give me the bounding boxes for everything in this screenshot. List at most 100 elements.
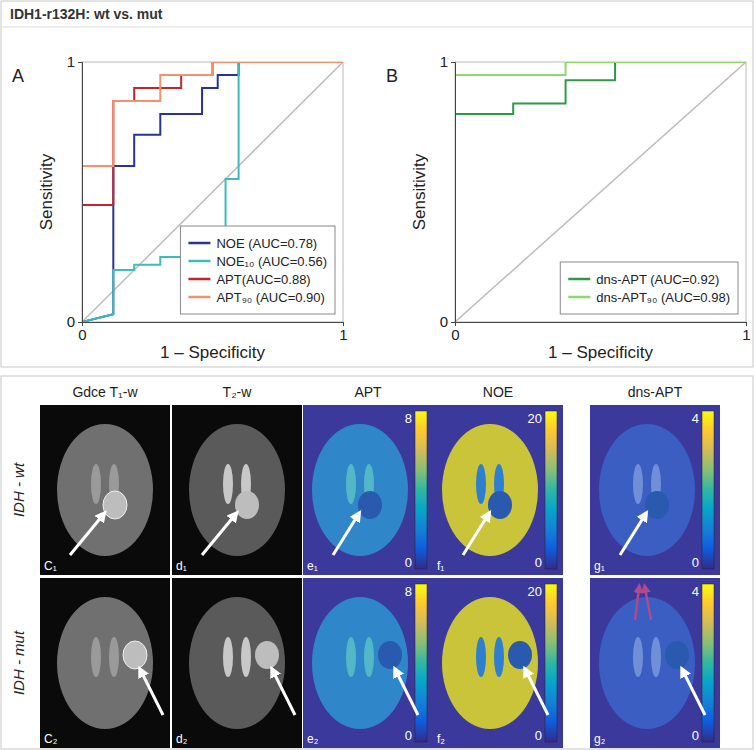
image-panel: d₁: [172, 405, 302, 575]
roc-curve: [82, 62, 343, 322]
image-panel: C₁: [40, 405, 170, 575]
ventricle-left: [476, 464, 486, 504]
image-background: [433, 405, 563, 575]
pointer-arrow: [463, 515, 488, 555]
brain-outline: [312, 597, 408, 729]
image-grid: Gdce T₁-wT₂-wAPTNOEdns-APTIDH - wtC₁d₁08…: [1, 376, 753, 749]
roc-curve: [455, 62, 746, 322]
brain-outline: [189, 597, 285, 729]
ventricle-left: [633, 464, 643, 504]
ventricle-left: [223, 637, 233, 677]
x-axis-title: 1 – Specificity: [548, 343, 653, 362]
colorbar-tick-label: 20: [528, 411, 542, 426]
y-tick-label: 1: [67, 53, 75, 70]
chart-panel: 01011 – SpecificitySensitivityBdns-APT (…: [386, 53, 751, 362]
ventricle-left: [91, 464, 101, 504]
legend-label: dns-APT (AUC=0.92): [596, 272, 719, 287]
image-background: [303, 405, 433, 575]
figure: IDH1-r132H: wt vs. mut01011 – Specificit…: [0, 0, 754, 750]
lesion: [665, 641, 689, 669]
grid: [455, 62, 746, 322]
y-axis: 01: [440, 53, 456, 330]
plot-frame: [82, 62, 343, 322]
colorbar: [545, 584, 557, 742]
image-panel: 0 8 e₁: [303, 405, 433, 575]
x-axis-line: [83, 323, 344, 327]
ventricle-right: [494, 637, 504, 677]
legend-swatch: [188, 296, 210, 299]
legend-swatch: [188, 242, 210, 245]
roc-curve: [82, 62, 343, 322]
y-tick-mark: [78, 62, 82, 63]
x-tick-label: 1: [339, 326, 347, 343]
x-axis-line: [456, 323, 747, 327]
colorbar-tick-label: 4: [692, 411, 699, 426]
panel-label: B: [386, 66, 398, 86]
y-axis-title: Sensitivity: [37, 153, 56, 230]
pointer-arrow: [526, 671, 548, 715]
legend: dns-APT (AUC=0.92) dns-APT₉₀ (AUC=0.98): [560, 262, 738, 314]
chance-line: [455, 62, 746, 322]
image-panel: 04g₁: [590, 405, 720, 575]
chart-panel: 01011 – SpecificitySensitivityANOE (AUC=…: [12, 53, 348, 362]
colorbar-tick-label: 0: [535, 728, 542, 743]
y-tick: 1: [67, 53, 82, 70]
grid: [82, 62, 343, 322]
legend-label: dns-APT₉₀ (AUC=0.98): [596, 290, 730, 305]
image-panel: 08e₂: [303, 578, 433, 748]
legend: NOE (AUC=0.78)NOE₁₀ (AUC=0.56)APT(AUC=0.…: [180, 226, 335, 314]
brain-outline: [599, 424, 695, 556]
panel-label: e₂: [307, 732, 319, 746]
y-axis: 01: [67, 53, 83, 330]
colorbar-tick-label: 0: [405, 555, 412, 570]
colorbar-tick-label: 8: [405, 411, 412, 426]
ventricle-right: [364, 637, 374, 677]
colorbar: [415, 411, 427, 569]
pointer-arrow: [396, 671, 418, 715]
lesion: [255, 641, 279, 669]
image-background: [40, 405, 170, 575]
colorbar-tick-label: 0: [692, 728, 699, 743]
legend-label: APT(AUC=0.88): [216, 272, 310, 287]
column-header: Gdce T₁-w: [72, 384, 138, 400]
y-tick-label: 0: [67, 313, 75, 330]
pointer-arrow: [141, 671, 163, 715]
legend-box: [560, 262, 738, 314]
column-header: NOE: [483, 384, 513, 400]
panel-label: e₁: [307, 559, 318, 573]
legend-swatch: [188, 278, 210, 281]
lesion: [508, 641, 532, 669]
x-axis: 01: [78, 322, 347, 343]
ventricle-left: [476, 637, 486, 677]
y-axis-line: [78, 63, 83, 323]
image-background: [40, 578, 170, 748]
colorbar: [702, 411, 714, 569]
ventricle-left: [633, 637, 643, 677]
colorbar-tick-label: 0: [535, 555, 542, 570]
plot-area: [82, 62, 343, 322]
column-header: T₂-w: [223, 384, 253, 400]
image-panel: 04g₂: [590, 578, 720, 748]
colorbar: [415, 584, 427, 742]
x-axis-title: 1 – Specificity: [160, 343, 265, 362]
colorbar: [545, 411, 557, 569]
ventricle-right: [241, 637, 251, 677]
brain-outline: [442, 424, 538, 556]
panel-label: C₁: [44, 559, 57, 573]
y-tick-label: 0: [440, 313, 448, 330]
grid-line-x: [746, 62, 747, 322]
roc-curve: [455, 62, 746, 322]
image-panel: 020f₁: [433, 405, 563, 575]
panel-label: g₂: [594, 732, 606, 746]
lesion: [103, 491, 127, 519]
image-background: [590, 405, 720, 575]
roc-curve: [82, 62, 343, 322]
lesion: [378, 641, 402, 669]
roc-curve: [82, 62, 343, 322]
x-tick: 0: [78, 322, 86, 343]
image-panel: C₂: [40, 578, 170, 748]
panel-label: f₂: [437, 732, 445, 746]
ventricle-left: [346, 637, 356, 677]
y-tick-label: 1: [440, 53, 448, 70]
legend-label: NOE₁₀ (AUC=0.56): [216, 254, 327, 269]
